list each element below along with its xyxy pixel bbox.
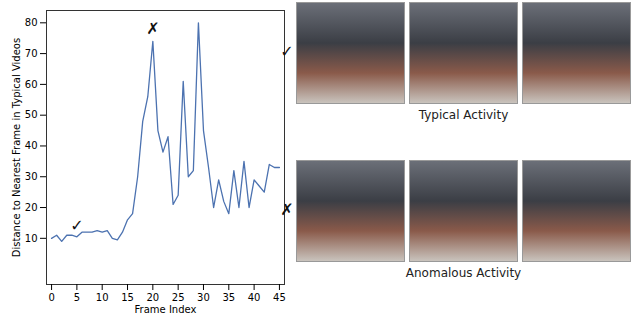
html-text:Anomalous Activity: Anomalous Activity xyxy=(405,266,522,280)
svg-text:60: 60 xyxy=(25,79,38,90)
svg-text:20: 20 xyxy=(25,202,38,213)
svg-text:Distance to Nearest Frame in T: Distance to Nearest Frame in Typical Vid… xyxy=(11,38,22,257)
svg-text:35: 35 xyxy=(222,292,235,303)
svg-text:30: 30 xyxy=(25,171,38,182)
svg-text:80: 80 xyxy=(25,17,38,28)
svg-text:10: 10 xyxy=(25,233,38,244)
svg-text:✓: ✓ xyxy=(70,216,83,235)
svg-text:30: 30 xyxy=(197,292,210,303)
svg-text:25: 25 xyxy=(172,292,185,303)
svg-text:10: 10 xyxy=(96,292,109,303)
svg-text:0: 0 xyxy=(48,292,54,303)
svg-text:45: 45 xyxy=(273,292,286,303)
svg-text:Frame Index: Frame Index xyxy=(135,304,197,315)
svg-text:40: 40 xyxy=(248,292,261,303)
svg-text:✗: ✗ xyxy=(146,19,159,38)
svg-text:20: 20 xyxy=(146,292,159,303)
svg-text:5: 5 xyxy=(74,292,80,303)
svg-text:70: 70 xyxy=(25,48,38,59)
svg-text:15: 15 xyxy=(121,292,134,303)
html-text:Typical Activity: Typical Activity xyxy=(418,108,509,122)
svg-text:50: 50 xyxy=(25,109,38,120)
svg-text:40: 40 xyxy=(25,140,38,151)
